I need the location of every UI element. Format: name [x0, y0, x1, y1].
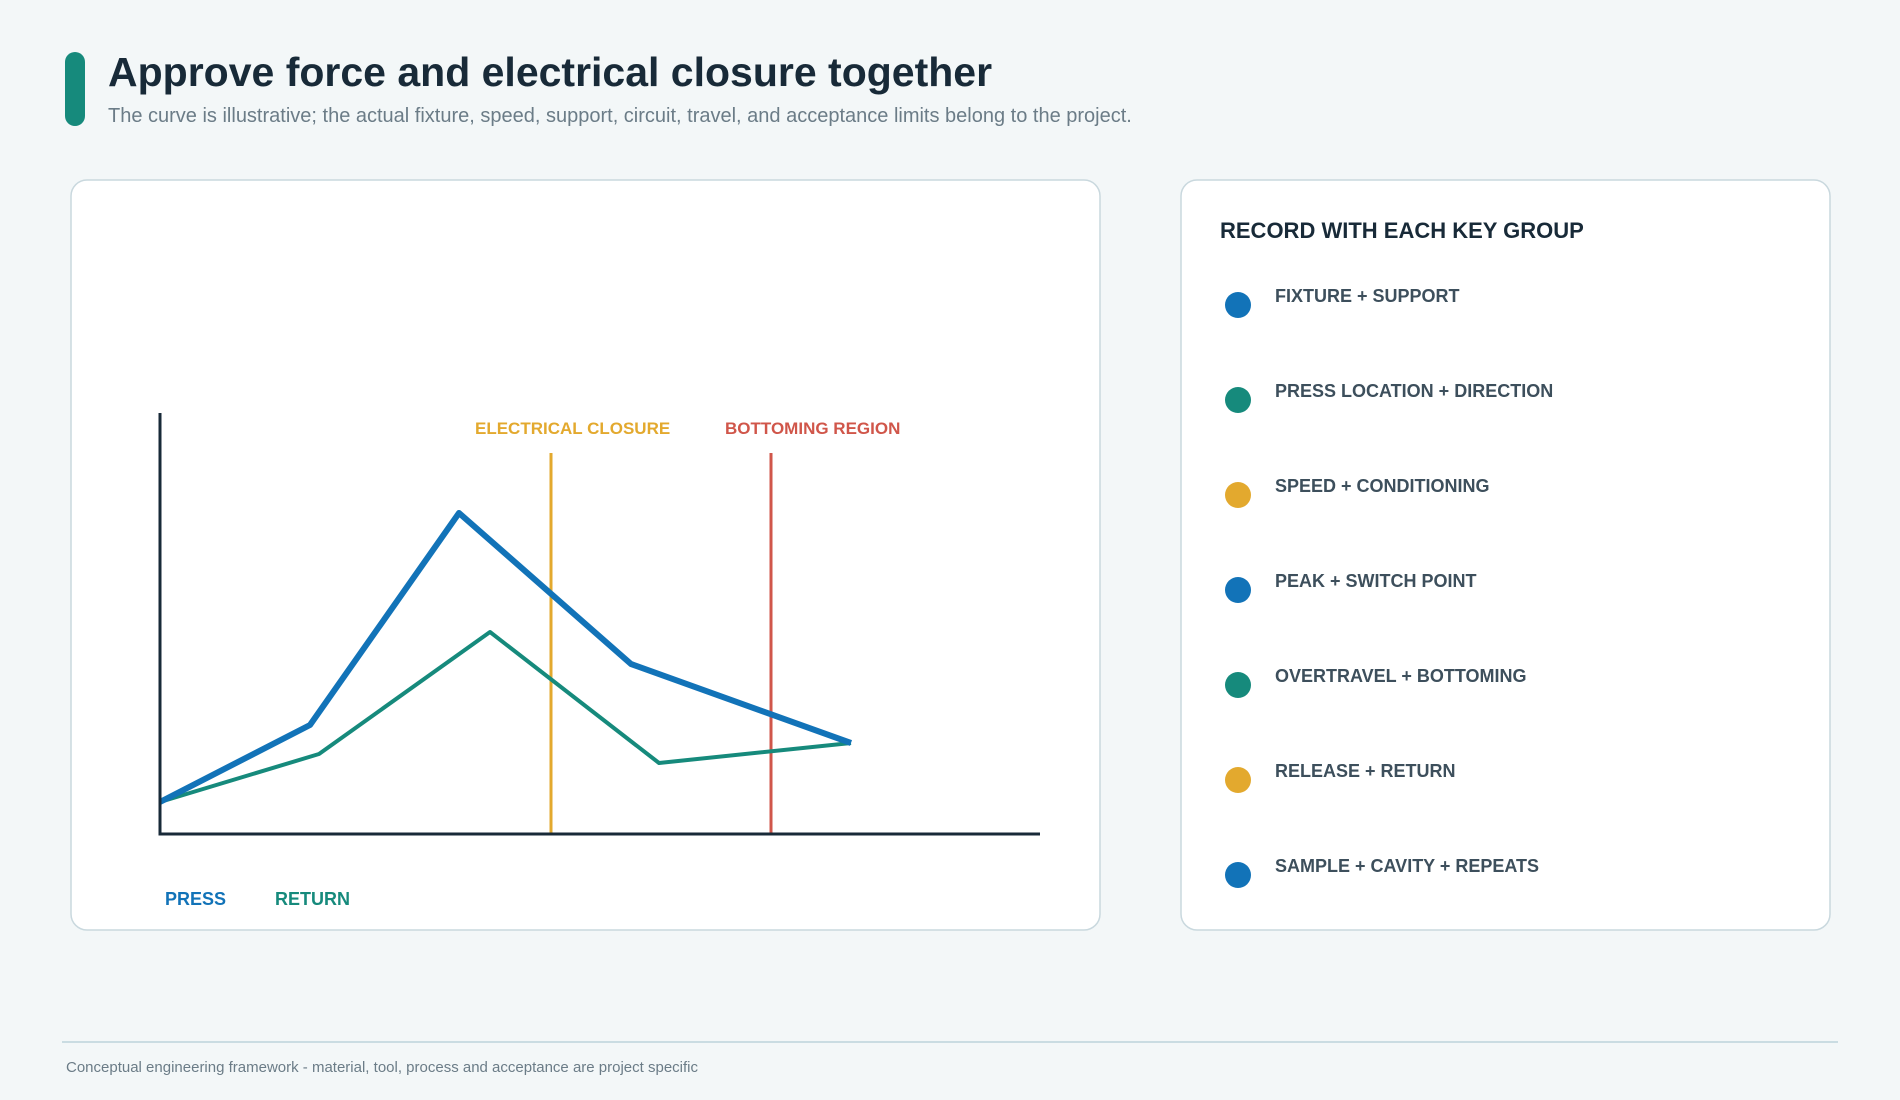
footer: Conceptual engineering framework - mater… [66, 1059, 698, 1076]
legend-label: PRESS [165, 889, 226, 909]
item-label: PRESS LOCATION + DIRECTION [1275, 381, 1553, 401]
item-label: SAMPLE + CAVITY + REPEATS [1275, 856, 1539, 876]
marker-label: BOTTOMING REGION [725, 419, 900, 438]
press-curve [158, 510, 853, 805]
item-dot [1225, 292, 1251, 318]
item-dot [1225, 767, 1251, 793]
item-label: PEAK + SWITCH POINT [1275, 571, 1477, 591]
legend-label: RETURN [275, 889, 350, 909]
return-curve [159, 630, 852, 804]
chart-panel [70, 179, 1101, 931]
item-label: SPEED + CONDITIONING [1275, 476, 1490, 496]
item-dot [1225, 482, 1251, 508]
record-list: FIXTURE + SUPPORT PRESS LOCATION + DIRECT… [1225, 286, 1553, 888]
item-label: OVERTRAVEL + BOTTOMING [1275, 666, 1527, 686]
item-label: RELEASE + RETURN [1275, 761, 1456, 781]
item-label: FIXTURE + SUPPORT [1275, 286, 1460, 306]
accent-bar [65, 52, 85, 126]
item-dot [1225, 672, 1251, 698]
subtitle: The curve is illustrative; the actual fi… [108, 105, 1132, 127]
item-dot [1225, 862, 1251, 888]
record-title: RECORD WITH EACH KEY GROUP [1220, 218, 1584, 243]
axes [158, 413, 1040, 836]
title: Approve force and electrical closure tog… [108, 49, 992, 95]
item-dot [1225, 387, 1251, 413]
item-dot [1225, 577, 1251, 603]
record-panel [1180, 179, 1831, 931]
marker-label: ELECTRICAL CLOSURE [475, 419, 670, 438]
